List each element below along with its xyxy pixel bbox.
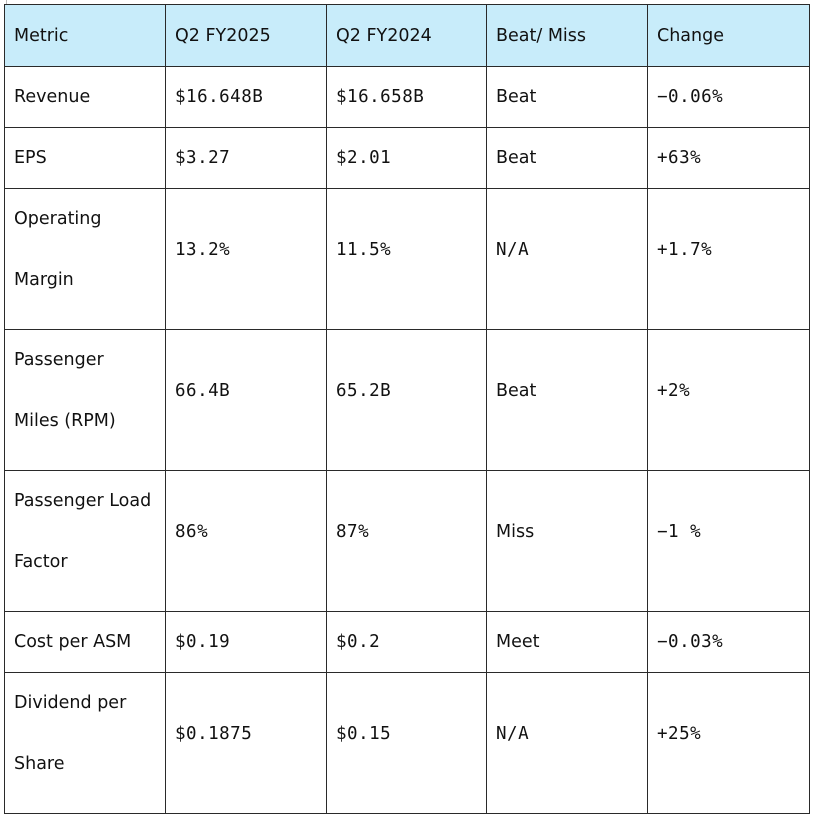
metric-label-line-2: Miles (RPM) bbox=[14, 411, 116, 431]
table-row: Passenger Miles (RPM) 66.4B 65.2B Beat +… bbox=[4, 329, 810, 471]
fy2025-cell: 66.4B bbox=[165, 329, 327, 471]
fy2025-cell: $0.1875 bbox=[165, 672, 327, 814]
beat-miss-cell: Beat bbox=[486, 66, 648, 128]
metric-label: Cost per ASM bbox=[14, 632, 132, 652]
change-cell: +1.7% bbox=[647, 188, 810, 330]
metric-label: EPS bbox=[14, 148, 47, 168]
beat-miss-cell: N/A bbox=[486, 188, 648, 330]
change-cell: +63% bbox=[647, 127, 810, 189]
fy2025-cell: 13.2% bbox=[165, 188, 327, 330]
fy2025-cell: $0.19 bbox=[165, 611, 327, 673]
fy2024-cell: $16.658B bbox=[326, 66, 487, 128]
header-metric: Metric bbox=[4, 4, 166, 67]
table-body: Revenue $16.648B $16.658B Beat −0.06% EP… bbox=[4, 66, 810, 814]
metric-cell: Revenue bbox=[4, 66, 166, 128]
change-cell: +2% bbox=[647, 329, 810, 471]
change-cell: −0.03% bbox=[647, 611, 810, 673]
table-row: Cost per ASM $0.19 $0.2 Meet −0.03% bbox=[4, 611, 810, 673]
table-row: Operating Margin 13.2% 11.5% N/A +1.7% bbox=[4, 188, 810, 330]
change-cell: +25% bbox=[647, 672, 810, 814]
table-row: EPS $3.27 $2.01 Beat +63% bbox=[4, 127, 810, 189]
table-header: Metric Q2 FY2025 Q2 FY2024 Beat/ Miss Ch… bbox=[4, 4, 810, 67]
header-row: Metric Q2 FY2025 Q2 FY2024 Beat/ Miss Ch… bbox=[4, 4, 810, 67]
metric-label-line-1: Passenger Load bbox=[14, 491, 152, 511]
beat-miss-cell: Meet bbox=[486, 611, 648, 673]
header-change: Change bbox=[647, 4, 810, 67]
change-cell: −0.06% bbox=[647, 66, 810, 128]
fy2025-cell: $16.648B bbox=[165, 66, 327, 128]
change-cell: −1 % bbox=[647, 470, 810, 612]
metric-label-line-1: Passenger bbox=[14, 350, 104, 370]
header-beat-miss: Beat/ Miss bbox=[486, 4, 648, 67]
header-q2-fy2024: Q2 FY2024 bbox=[326, 4, 487, 67]
table-row: Revenue $16.648B $16.658B Beat −0.06% bbox=[4, 66, 810, 128]
table-row: Dividend per Share $0.1875 $0.15 N/A +25… bbox=[4, 672, 810, 814]
fy2024-cell: 87% bbox=[326, 470, 487, 612]
metric-label-line-2: Factor bbox=[14, 552, 68, 572]
metric-label: Revenue bbox=[14, 87, 91, 107]
fy2024-cell: 11.5% bbox=[326, 188, 487, 330]
metric-cell: Passenger Miles (RPM) bbox=[4, 329, 166, 471]
metric-label-line-2: Margin bbox=[14, 270, 74, 290]
beat-miss-cell: Miss bbox=[486, 470, 648, 612]
metric-cell: Passenger Load Factor bbox=[4, 470, 166, 612]
metric-cell: Operating Margin bbox=[4, 188, 166, 330]
beat-miss-cell: Beat bbox=[486, 329, 648, 471]
fy2024-cell: $0.15 bbox=[326, 672, 487, 814]
fy2024-cell: 65.2B bbox=[326, 329, 487, 471]
fy2024-cell: $0.2 bbox=[326, 611, 487, 673]
beat-miss-cell: Beat bbox=[486, 127, 648, 189]
table-row: Passenger Load Factor 86% 87% Miss −1 % bbox=[4, 470, 810, 612]
metric-cell: EPS bbox=[4, 127, 166, 189]
fy2025-cell: $3.27 bbox=[165, 127, 327, 189]
earnings-metrics-table: Metric Q2 FY2025 Q2 FY2024 Beat/ Miss Ch… bbox=[4, 4, 810, 814]
metric-label-line-2: Share bbox=[14, 754, 65, 774]
beat-miss-cell: N/A bbox=[486, 672, 648, 814]
metric-label-line-1: Operating bbox=[14, 209, 102, 229]
metric-cell: Dividend per Share bbox=[4, 672, 166, 814]
page-corner-tick bbox=[6, 0, 7, 5]
fy2025-cell: 86% bbox=[165, 470, 327, 612]
fy2024-cell: $2.01 bbox=[326, 127, 487, 189]
metric-cell: Cost per ASM bbox=[4, 611, 166, 673]
header-q2-fy2025: Q2 FY2025 bbox=[165, 4, 327, 67]
metric-label-line-1: Dividend per bbox=[14, 693, 127, 713]
